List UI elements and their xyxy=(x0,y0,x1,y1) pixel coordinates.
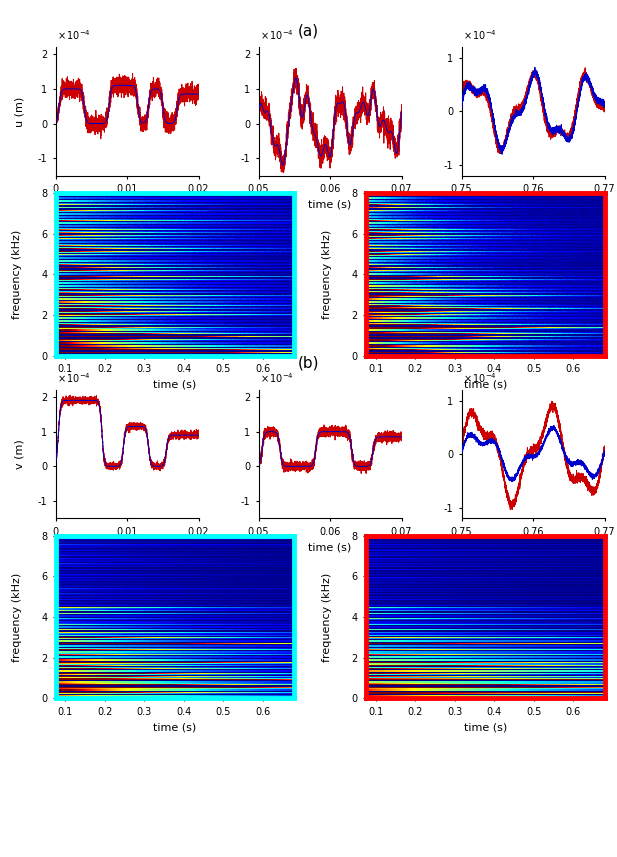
X-axis label: time (s): time (s) xyxy=(308,200,352,210)
Y-axis label: v (m): v (m) xyxy=(14,440,24,469)
Y-axis label: frequency (kHz): frequency (kHz) xyxy=(12,230,22,319)
Y-axis label: frequency (kHz): frequency (kHz) xyxy=(12,572,22,662)
Y-axis label: u (m): u (m) xyxy=(14,96,24,127)
X-axis label: time (s): time (s) xyxy=(153,380,197,390)
X-axis label: time (s): time (s) xyxy=(153,722,197,733)
Text: $\times\,10^{-4}$: $\times\,10^{-4}$ xyxy=(463,371,497,385)
Y-axis label: frequency (kHz): frequency (kHz) xyxy=(323,230,333,319)
Text: $\times\,10^{-4}$: $\times\,10^{-4}$ xyxy=(57,371,91,385)
X-axis label: time (s): time (s) xyxy=(308,542,352,553)
X-axis label: time (s): time (s) xyxy=(463,380,507,390)
Text: $\times\,10^{-4}$: $\times\,10^{-4}$ xyxy=(260,371,294,385)
Text: (a): (a) xyxy=(298,23,319,39)
Text: $\times\,10^{-4}$: $\times\,10^{-4}$ xyxy=(57,28,91,42)
Y-axis label: frequency (kHz): frequency (kHz) xyxy=(323,572,333,662)
X-axis label: time (s): time (s) xyxy=(463,722,507,733)
Text: (b): (b) xyxy=(298,356,319,371)
Text: $\times\,10^{-4}$: $\times\,10^{-4}$ xyxy=(463,28,497,42)
Text: $\times\,10^{-4}$: $\times\,10^{-4}$ xyxy=(260,28,294,42)
